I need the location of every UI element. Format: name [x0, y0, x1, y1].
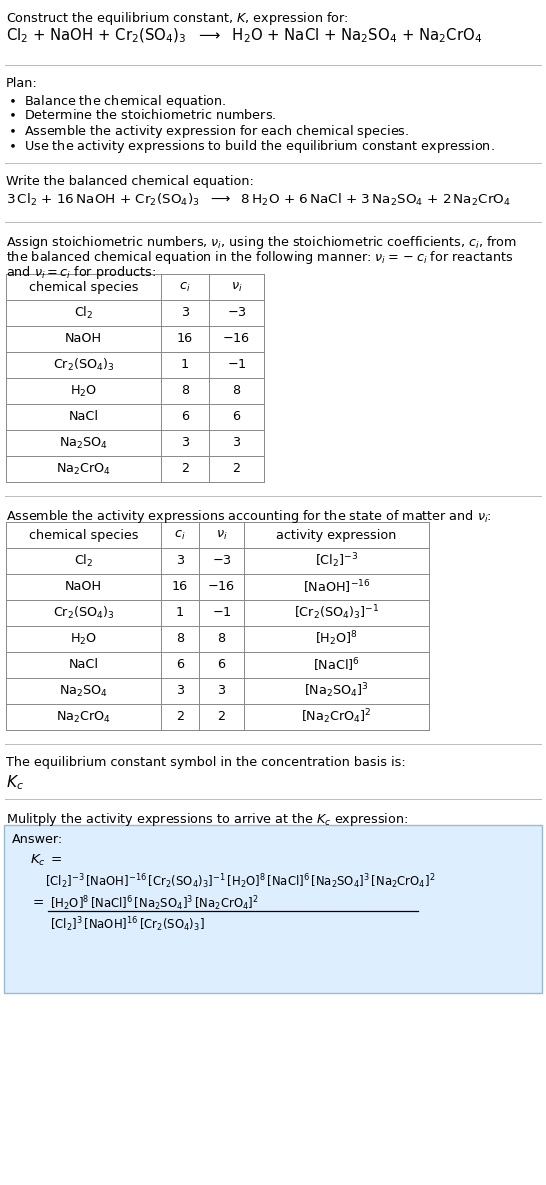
Text: 6: 6: [217, 659, 225, 672]
Text: 8: 8: [176, 633, 184, 646]
Text: and $\nu_i = c_i$ for products:: and $\nu_i = c_i$ for products:: [6, 264, 156, 281]
Text: 2: 2: [181, 462, 189, 475]
Text: $K_c$: $K_c$: [6, 773, 24, 792]
Text: $-16$: $-16$: [207, 581, 235, 594]
Text: $\nu_i$: $\nu_i$: [216, 529, 227, 542]
Text: $\mathrm{Na_2SO_4}$: $\mathrm{Na_2SO_4}$: [59, 435, 108, 450]
Text: 6: 6: [176, 659, 184, 672]
Text: $c_i$: $c_i$: [174, 529, 186, 542]
Text: $\mathrm{Na_2SO_4}$: $\mathrm{Na_2SO_4}$: [59, 684, 108, 698]
Text: $\bullet$  Assemble the activity expression for each chemical species.: $\bullet$ Assemble the activity expressi…: [8, 123, 410, 140]
Text: 8: 8: [217, 633, 225, 646]
Text: Mulitply the activity expressions to arrive at the $K_c$ expression:: Mulitply the activity expressions to arr…: [6, 811, 408, 828]
Text: $\mathrm{Cl_2}$ + NaOH + $\mathrm{Cr_2(SO_4)_3}$  $\longrightarrow$  $\mathrm{H_: $\mathrm{Cl_2}$ + NaOH + $\mathrm{Cr_2(S…: [6, 27, 482, 45]
Text: 3: 3: [176, 555, 184, 568]
Text: 3: 3: [233, 436, 241, 449]
Text: 3: 3: [181, 307, 189, 320]
Text: $\mathrm{Cr_2(SO_4)_3}$: $\mathrm{Cr_2(SO_4)_3}$: [52, 606, 114, 621]
Text: The equilibrium constant symbol in the concentration basis is:: The equilibrium constant symbol in the c…: [6, 756, 406, 769]
Text: 1: 1: [181, 359, 189, 372]
Text: $-16$: $-16$: [222, 333, 251, 346]
Text: $\mathrm{Na_2CrO_4}$: $\mathrm{Na_2CrO_4}$: [56, 461, 111, 476]
Text: $K_c\;=$: $K_c\;=$: [30, 853, 63, 869]
Text: the balanced chemical equation in the following manner: $\nu_i = -c_i$ for react: the balanced chemical equation in the fo…: [6, 249, 513, 265]
Text: $[\mathrm{NaCl}]^{6}$: $[\mathrm{NaCl}]^{6}$: [313, 656, 360, 674]
Text: Answer:: Answer:: [12, 833, 63, 846]
Text: 8: 8: [181, 384, 189, 397]
Text: 3: 3: [181, 436, 189, 449]
Text: $\mathrm{Na_2CrO_4}$: $\mathrm{Na_2CrO_4}$: [56, 710, 111, 724]
Text: $[\mathrm{Cl_2}]^{3}\,[\mathrm{NaOH}]^{16}\,[\mathrm{Cr_2(SO_4)_3}]$: $[\mathrm{Cl_2}]^{3}\,[\mathrm{NaOH}]^{1…: [50, 915, 205, 934]
Text: 2: 2: [217, 711, 225, 724]
Text: $[\mathrm{H_2O}]^{8}\,[\mathrm{NaCl}]^{6}\,[\mathrm{Na_2SO_4}]^{3}\,[\mathrm{Na_: $[\mathrm{H_2O}]^{8}\,[\mathrm{NaCl}]^{6…: [50, 893, 259, 912]
Text: 1: 1: [176, 607, 184, 620]
Text: NaOH: NaOH: [65, 581, 102, 594]
Text: $[\mathrm{Na_2CrO_4}]^{2}$: $[\mathrm{Na_2CrO_4}]^{2}$: [301, 707, 372, 726]
Text: $\nu_i$: $\nu_i$: [231, 281, 242, 294]
Text: activity expression: activity expression: [276, 529, 397, 542]
Text: $-1$: $-1$: [212, 607, 232, 620]
Text: Construct the equilibrium constant, $K$, expression for:: Construct the equilibrium constant, $K$,…: [6, 9, 348, 27]
Text: 16: 16: [177, 333, 193, 346]
Text: $\mathrm{Cl_2}$: $\mathrm{Cl_2}$: [74, 305, 93, 321]
Text: $=$: $=$: [30, 893, 45, 907]
Text: $-3$: $-3$: [212, 555, 232, 568]
FancyBboxPatch shape: [4, 825, 542, 993]
Text: $[\mathrm{Cl_2}]^{-3}$: $[\mathrm{Cl_2}]^{-3}$: [315, 552, 358, 570]
Text: NaCl: NaCl: [68, 659, 98, 672]
Text: 16: 16: [172, 581, 188, 594]
Text: $\mathrm{Cl_2}$: $\mathrm{Cl_2}$: [74, 553, 93, 569]
Text: NaCl: NaCl: [68, 410, 98, 423]
Text: chemical species: chemical species: [29, 529, 138, 542]
Text: $c_i$: $c_i$: [179, 281, 191, 294]
Text: $[\mathrm{Cl_2}]^{-3}\,[\mathrm{NaOH}]^{-16}\,[\mathrm{Cr_2(SO_4)_3}]^{-1}\,[\ma: $[\mathrm{Cl_2}]^{-3}\,[\mathrm{NaOH}]^{…: [45, 872, 436, 891]
Text: $[\mathrm{Na_2SO_4}]^{3}$: $[\mathrm{Na_2SO_4}]^{3}$: [304, 681, 369, 700]
Text: 8: 8: [233, 384, 241, 397]
Text: 2: 2: [176, 711, 184, 724]
Text: 2: 2: [233, 462, 240, 475]
Text: $[\mathrm{NaOH}]^{-16}$: $[\mathrm{NaOH}]^{-16}$: [303, 578, 370, 596]
Text: 3: 3: [176, 685, 184, 698]
Text: $3\,\mathrm{Cl_2}$ + $16\,\mathrm{NaOH}$ + $\mathrm{Cr_2(SO_4)_3}$  $\longrighta: $3\,\mathrm{Cl_2}$ + $16\,\mathrm{NaOH}$…: [6, 192, 511, 209]
Text: $\mathrm{H_2O}$: $\mathrm{H_2O}$: [70, 632, 97, 647]
Text: Write the balanced chemical equation:: Write the balanced chemical equation:: [6, 175, 254, 188]
Text: Plan:: Plan:: [6, 77, 38, 90]
Text: $-3$: $-3$: [227, 307, 246, 320]
Text: 6: 6: [181, 410, 189, 423]
Text: $\bullet$  Determine the stoichiometric numbers.: $\bullet$ Determine the stoichiometric n…: [8, 108, 276, 122]
Text: Assign stoichiometric numbers, $\nu_i$, using the stoichiometric coefficients, $: Assign stoichiometric numbers, $\nu_i$, …: [6, 233, 517, 251]
Text: $[\mathrm{H_2O}]^{8}$: $[\mathrm{H_2O}]^{8}$: [315, 629, 358, 648]
Text: 6: 6: [233, 410, 240, 423]
Text: chemical species: chemical species: [29, 281, 138, 294]
Text: NaOH: NaOH: [65, 333, 102, 346]
Text: $[\mathrm{Cr_2(SO_4)_3}]^{-1}$: $[\mathrm{Cr_2(SO_4)_3}]^{-1}$: [294, 603, 379, 622]
Text: $\mathrm{H_2O}$: $\mathrm{H_2O}$: [70, 384, 97, 398]
Text: 3: 3: [217, 685, 225, 698]
Text: $-1$: $-1$: [227, 359, 246, 372]
Text: $\mathrm{Cr_2(SO_4)_3}$: $\mathrm{Cr_2(SO_4)_3}$: [52, 357, 114, 373]
Text: $\bullet$  Use the activity expressions to build the equilibrium constant expres: $\bullet$ Use the activity expressions t…: [8, 137, 495, 155]
Text: Assemble the activity expressions accounting for the state of matter and $\nu_i$: Assemble the activity expressions accoun…: [6, 508, 492, 525]
Text: $\bullet$  Balance the chemical equation.: $\bullet$ Balance the chemical equation.: [8, 92, 226, 110]
